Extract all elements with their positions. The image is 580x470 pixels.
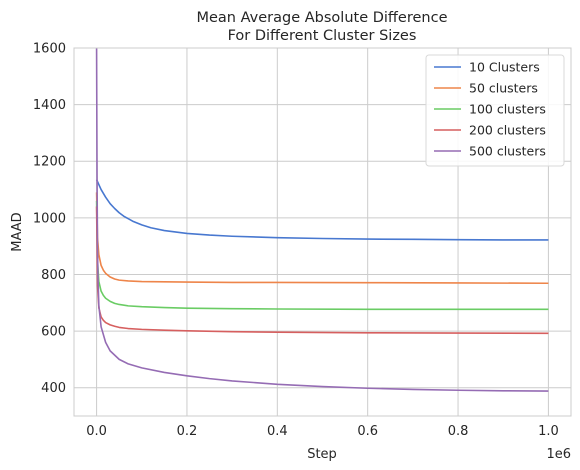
y-tick-label: 1600 (33, 42, 66, 57)
y-tick-label: 400 (41, 381, 66, 396)
legend: 10 Clusters 50 clusters 100 clusters 200 cl… (425, 54, 565, 167)
series-lines (95, 47, 549, 392)
series-line-4 (95, 206, 549, 335)
x-tick-label: 0.4 (267, 424, 288, 439)
chart-title-line-1: Mean Average Absolute Difference (196, 10, 447, 26)
y-tick-label: 600 (41, 325, 66, 340)
x-offset-text: 1e6 (546, 447, 571, 462)
x-tick-labels: 0.0 0.2 0.4 0.6 0.8 1.0 (86, 424, 559, 439)
x-tick-label: 0.8 (448, 424, 469, 439)
legend-label: 50 clusters (469, 81, 538, 96)
plot-frame (73, 47, 572, 417)
x-tick-label: 0.6 (357, 424, 378, 439)
x-tick-label: 0.2 (177, 424, 198, 439)
legend-label: 200 clusters (469, 123, 546, 138)
legend-box (425, 54, 565, 167)
series-line-5 (95, 47, 549, 392)
series-line-2 (95, 192, 549, 285)
y-tick-label: 1000 (33, 211, 66, 226)
x-axis-label: Step (307, 447, 337, 462)
legend-label: 10 Clusters (469, 60, 540, 75)
series-line-3 (95, 200, 549, 311)
series-line-1 (95, 179, 549, 241)
y-tick-label: 1200 (33, 155, 66, 170)
legend-label: 500 clusters (469, 144, 546, 159)
y-axis-label: MAAD (10, 212, 25, 251)
x-tick-label: 0.0 (86, 424, 107, 439)
legend-label: 100 clusters (469, 102, 546, 117)
x-tick-label: 1.0 (538, 424, 559, 439)
y-tick-label: 800 (41, 268, 66, 283)
chart-title-line-2: For Different Cluster Sizes (228, 28, 417, 44)
y-tick-labels: 400 600 800 1000 1200 1400 1600 (33, 42, 66, 397)
y-tick-label: 1400 (33, 98, 66, 113)
